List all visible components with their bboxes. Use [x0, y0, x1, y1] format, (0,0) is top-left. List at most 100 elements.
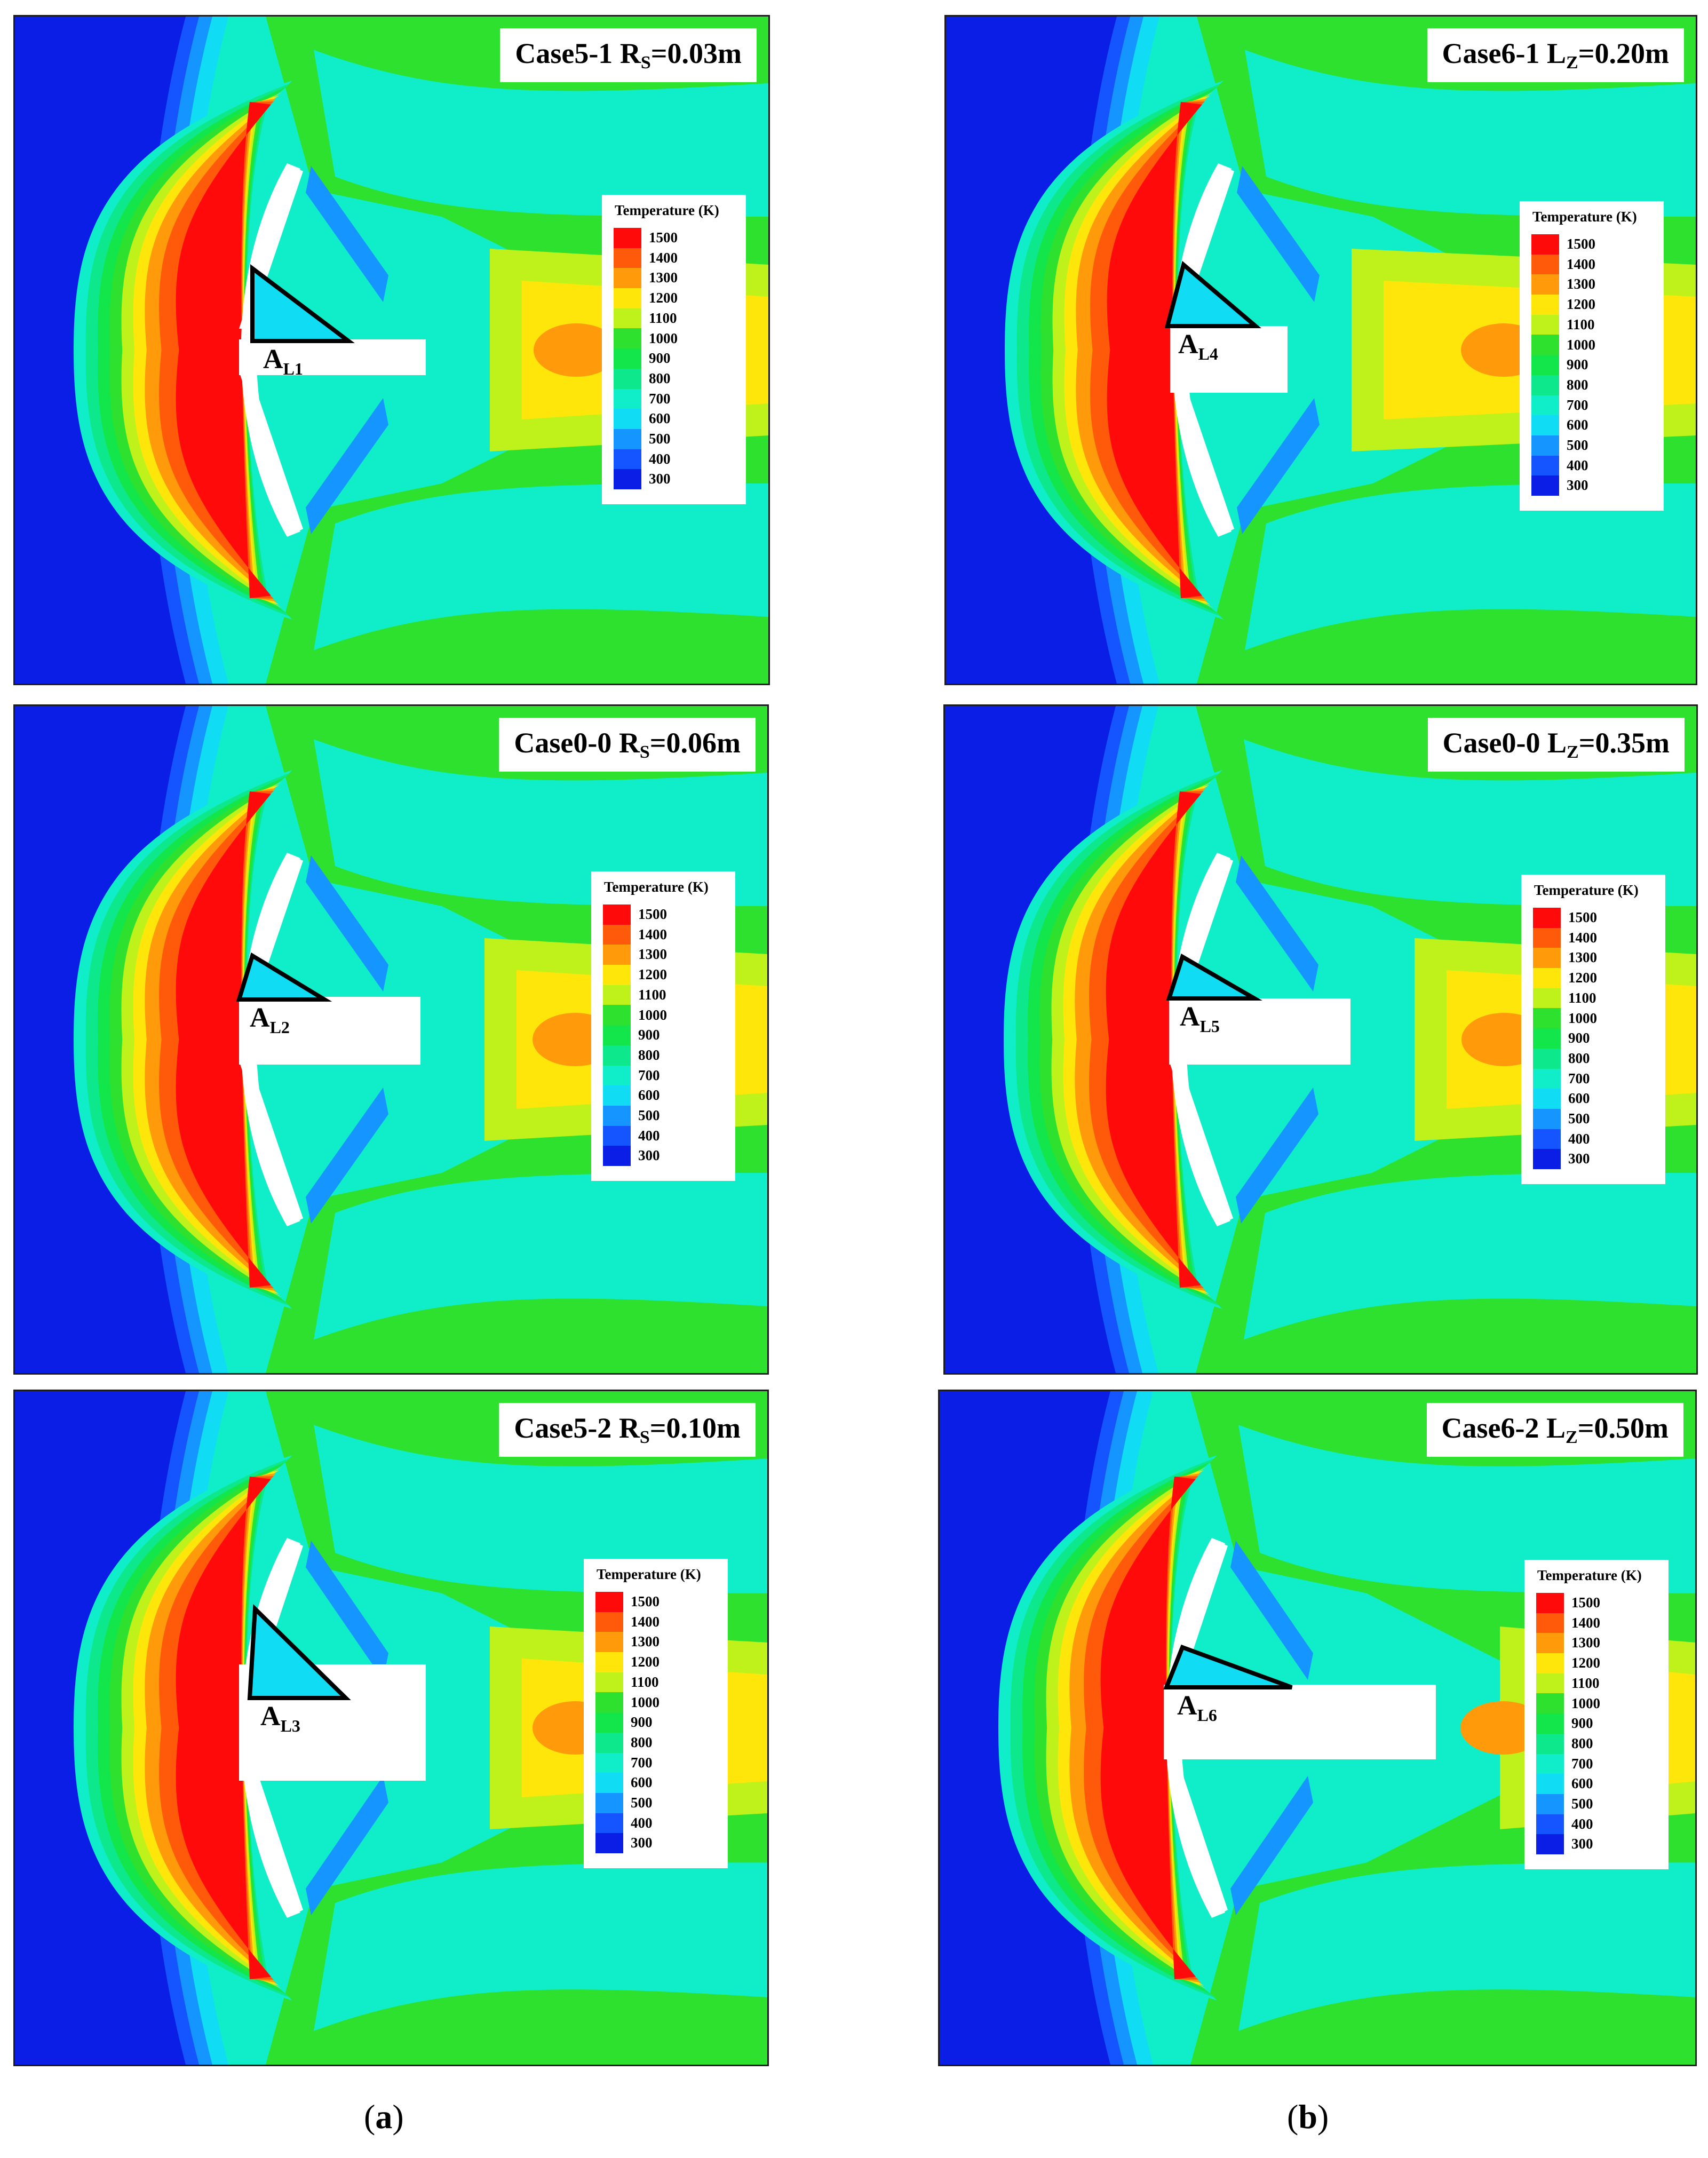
legend-level-label: 1200 — [1571, 1655, 1600, 1671]
legend-level-label: 1200 — [638, 966, 667, 983]
upper-cyan-tongue — [314, 1425, 767, 1593]
blunt-body-cap — [1165, 1538, 1225, 1918]
spike-stem — [239, 997, 420, 1065]
legend-colorbar — [1533, 908, 1561, 1169]
legend-level-label: 1100 — [1568, 989, 1596, 1006]
legend-swatch — [595, 1712, 623, 1733]
legend-level-label: 700 — [1568, 1070, 1590, 1086]
legend-level-label: 400 — [638, 1127, 660, 1144]
upper-wall-jet — [1230, 1541, 1313, 1680]
legend-swatch — [614, 268, 641, 289]
legend-swatch — [1533, 927, 1561, 948]
legend-title: Temperature (K) — [615, 202, 719, 218]
legend-swatch — [614, 429, 641, 449]
param-symbol: L — [1546, 1412, 1566, 1444]
legend-level-label: 600 — [631, 1774, 653, 1791]
upper-cyan-tongue — [1238, 1425, 1695, 1593]
legend-swatch — [1533, 1028, 1561, 1049]
legend-level-label: 300 — [1568, 1151, 1590, 1167]
legend-swatch — [603, 1085, 631, 1106]
param-value: =0.35m — [1578, 727, 1670, 759]
case-id: Case0-0 — [514, 727, 612, 759]
legend-swatch — [1536, 1733, 1564, 1754]
upper-cyan-tongue — [314, 50, 768, 217]
param-subscript: S — [640, 53, 651, 73]
lower-cyan-tongue — [1244, 1173, 1696, 1340]
shock-layer-band — [1107, 102, 1202, 598]
legend-swatch — [614, 348, 641, 369]
legend-level-label: 500 — [1571, 1796, 1593, 1812]
param-subscript: S — [639, 742, 650, 762]
spike-stem — [1164, 1685, 1436, 1759]
legend-swatch — [1531, 375, 1559, 395]
legend-swatch — [1531, 415, 1559, 435]
case-title: Case0-0 RS=0.06m — [499, 718, 756, 772]
legend-swatch — [614, 288, 641, 308]
region-label: AL4 — [1178, 329, 1218, 363]
legend-swatch — [1533, 968, 1561, 988]
legend-level-label: 900 — [1568, 1030, 1590, 1046]
blunt-body-cap — [241, 853, 300, 1226]
temperature-legend: Temperature (K) 1500 1400 1300 1200 1100 1000 9… — [591, 871, 735, 1181]
legend-swatch — [614, 409, 641, 429]
legend-swatch — [1536, 1754, 1564, 1774]
legend-swatch — [1536, 1593, 1564, 1613]
legend-title: Temperature (K) — [1537, 1567, 1642, 1583]
legend-swatch — [603, 1125, 631, 1146]
legend-level-label: 1300 — [649, 269, 678, 286]
legend-swatch — [1533, 1089, 1561, 1109]
param-value: =0.06m — [649, 727, 741, 759]
lower-wall-jet — [306, 1088, 388, 1224]
recirculation-region-marker — [247, 1604, 351, 1700]
legend-swatch — [1536, 1814, 1564, 1835]
contour-panel: Case0-0 RS=0.06m AL2 Temperature (K) 1500 14… — [13, 704, 769, 1375]
legend-swatch — [1531, 295, 1559, 315]
legend-swatch — [1533, 1008, 1561, 1029]
legend-level-label: 1500 — [631, 1593, 660, 1609]
lower-cyan-tongue — [1238, 1862, 1695, 2031]
legend-swatch — [1536, 1613, 1564, 1633]
case-title: Case6-2 LZ=0.50m — [1426, 1403, 1683, 1457]
case-title: Case6-1 LZ=0.20m — [1427, 28, 1684, 83]
legend-level-label: 400 — [649, 450, 671, 467]
legend-swatch — [1531, 335, 1559, 355]
legend-title: Temperature (K) — [1532, 209, 1637, 225]
legend-level-label: 400 — [1567, 457, 1588, 473]
temperature-legend: Temperature (K) 1500 1400 1300 1200 1100 1000 9… — [1520, 201, 1664, 511]
legend-level-label: 800 — [1567, 376, 1588, 393]
legend-swatch — [595, 1792, 623, 1813]
legend-swatch — [614, 368, 641, 389]
legend-swatch — [1533, 1068, 1561, 1089]
legend-swatch — [1531, 314, 1559, 335]
param-value: =0.50m — [1577, 1412, 1669, 1444]
sublabel-b: (b) — [1287, 2098, 1329, 2136]
legend-level-label: 1500 — [638, 906, 667, 922]
legend-level-label: 1300 — [1567, 276, 1595, 292]
legend-level-label: 1500 — [1567, 236, 1595, 252]
param-symbol: R — [619, 37, 641, 69]
legend-swatch — [1533, 1149, 1561, 1169]
legend-swatch — [1531, 395, 1559, 416]
param-subscript: Z — [1566, 53, 1578, 73]
legend-level-label: 1400 — [631, 1613, 660, 1630]
legend-swatch — [1536, 1774, 1564, 1794]
legend-level-label: 900 — [1567, 356, 1588, 373]
legend-level-label: 600 — [638, 1087, 660, 1104]
legend-swatch — [603, 1065, 631, 1086]
lower-cyan-tongue — [314, 1862, 767, 2031]
legend-swatch — [1536, 1834, 1564, 1854]
legend-level-label: 800 — [638, 1046, 660, 1063]
legend-level-label: 1000 — [649, 330, 678, 346]
legend-level-label: 300 — [649, 471, 671, 487]
legend-level-label: 1200 — [649, 290, 678, 306]
blunt-body-cap — [241, 163, 300, 537]
legend-level-label: 800 — [1568, 1050, 1590, 1066]
legend-swatch — [1531, 475, 1559, 496]
legend-level-label: 500 — [1567, 437, 1588, 453]
contour-panel: Case0-0 LZ=0.35m AL5 Temperature (K) 1500 14… — [943, 704, 1698, 1375]
case-id: Case6-2 — [1441, 1412, 1539, 1444]
lower-leg — [239, 1749, 303, 1915]
legend-swatch — [603, 1005, 631, 1026]
legend-level-label: 1500 — [1571, 1594, 1600, 1610]
lower-cyan-tongue — [1245, 483, 1696, 650]
